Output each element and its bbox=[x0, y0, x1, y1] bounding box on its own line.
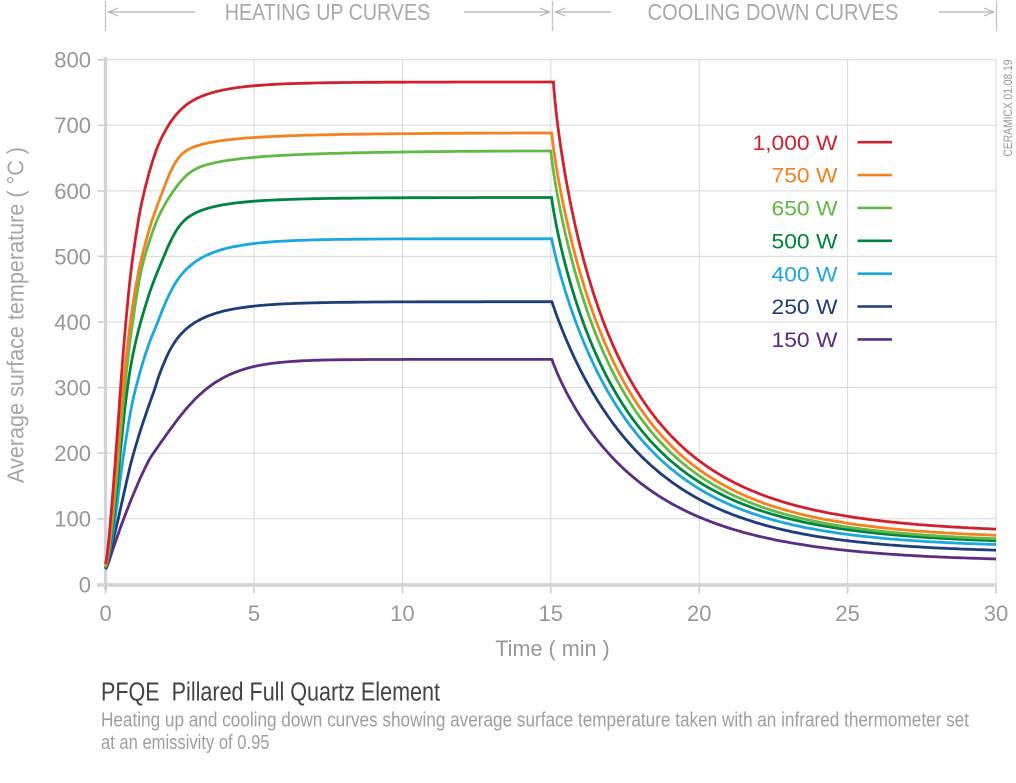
svg-text:600: 600 bbox=[54, 179, 91, 204]
svg-text:250 W: 250 W bbox=[772, 296, 838, 319]
svg-text:PFQE Pillared Full Quartz Ele: PFQE Pillared Full Quartz Element bbox=[101, 679, 440, 707]
svg-text:100: 100 bbox=[54, 507, 91, 532]
svg-text:200: 200 bbox=[54, 441, 91, 466]
svg-text:400: 400 bbox=[54, 310, 91, 335]
svg-text:300: 300 bbox=[54, 376, 91, 401]
svg-text:800: 800 bbox=[54, 48, 91, 73]
svg-text:Time ( min ): Time ( min ) bbox=[495, 636, 610, 661]
svg-text:15: 15 bbox=[539, 601, 563, 626]
svg-text:30: 30 bbox=[984, 601, 1008, 626]
svg-text:COOLING DOWN CURVES: COOLING DOWN CURVES bbox=[648, 0, 899, 25]
svg-text:5: 5 bbox=[248, 601, 260, 626]
svg-text:650 W: 650 W bbox=[772, 198, 838, 221]
svg-text:10: 10 bbox=[390, 601, 414, 626]
svg-text:750 W: 750 W bbox=[772, 165, 838, 188]
svg-text:150 W: 150 W bbox=[772, 329, 838, 352]
svg-text:at an emissivity of 0.95: at an emissivity of 0.95 bbox=[101, 732, 270, 754]
svg-text:20: 20 bbox=[687, 601, 711, 626]
svg-text:25: 25 bbox=[835, 601, 859, 626]
svg-text:500 W: 500 W bbox=[772, 230, 838, 253]
svg-text:0: 0 bbox=[99, 601, 111, 626]
svg-text:Average surface temperature (: Average surface temperature ( °C ) bbox=[3, 147, 29, 483]
svg-text:500: 500 bbox=[54, 244, 91, 269]
svg-text:1,000 W: 1,000 W bbox=[753, 132, 838, 155]
svg-text:700: 700 bbox=[54, 113, 91, 138]
svg-text:400 W: 400 W bbox=[772, 263, 838, 286]
svg-text:CERAMICX 01.08.19: CERAMICX 01.08.19 bbox=[1003, 60, 1015, 157]
svg-text:0: 0 bbox=[79, 572, 91, 597]
svg-text:HEATING UP CURVES: HEATING UP CURVES bbox=[225, 0, 431, 25]
svg-text:Heating up and cooling down cu: Heating up and cooling down curves showi… bbox=[101, 710, 969, 732]
